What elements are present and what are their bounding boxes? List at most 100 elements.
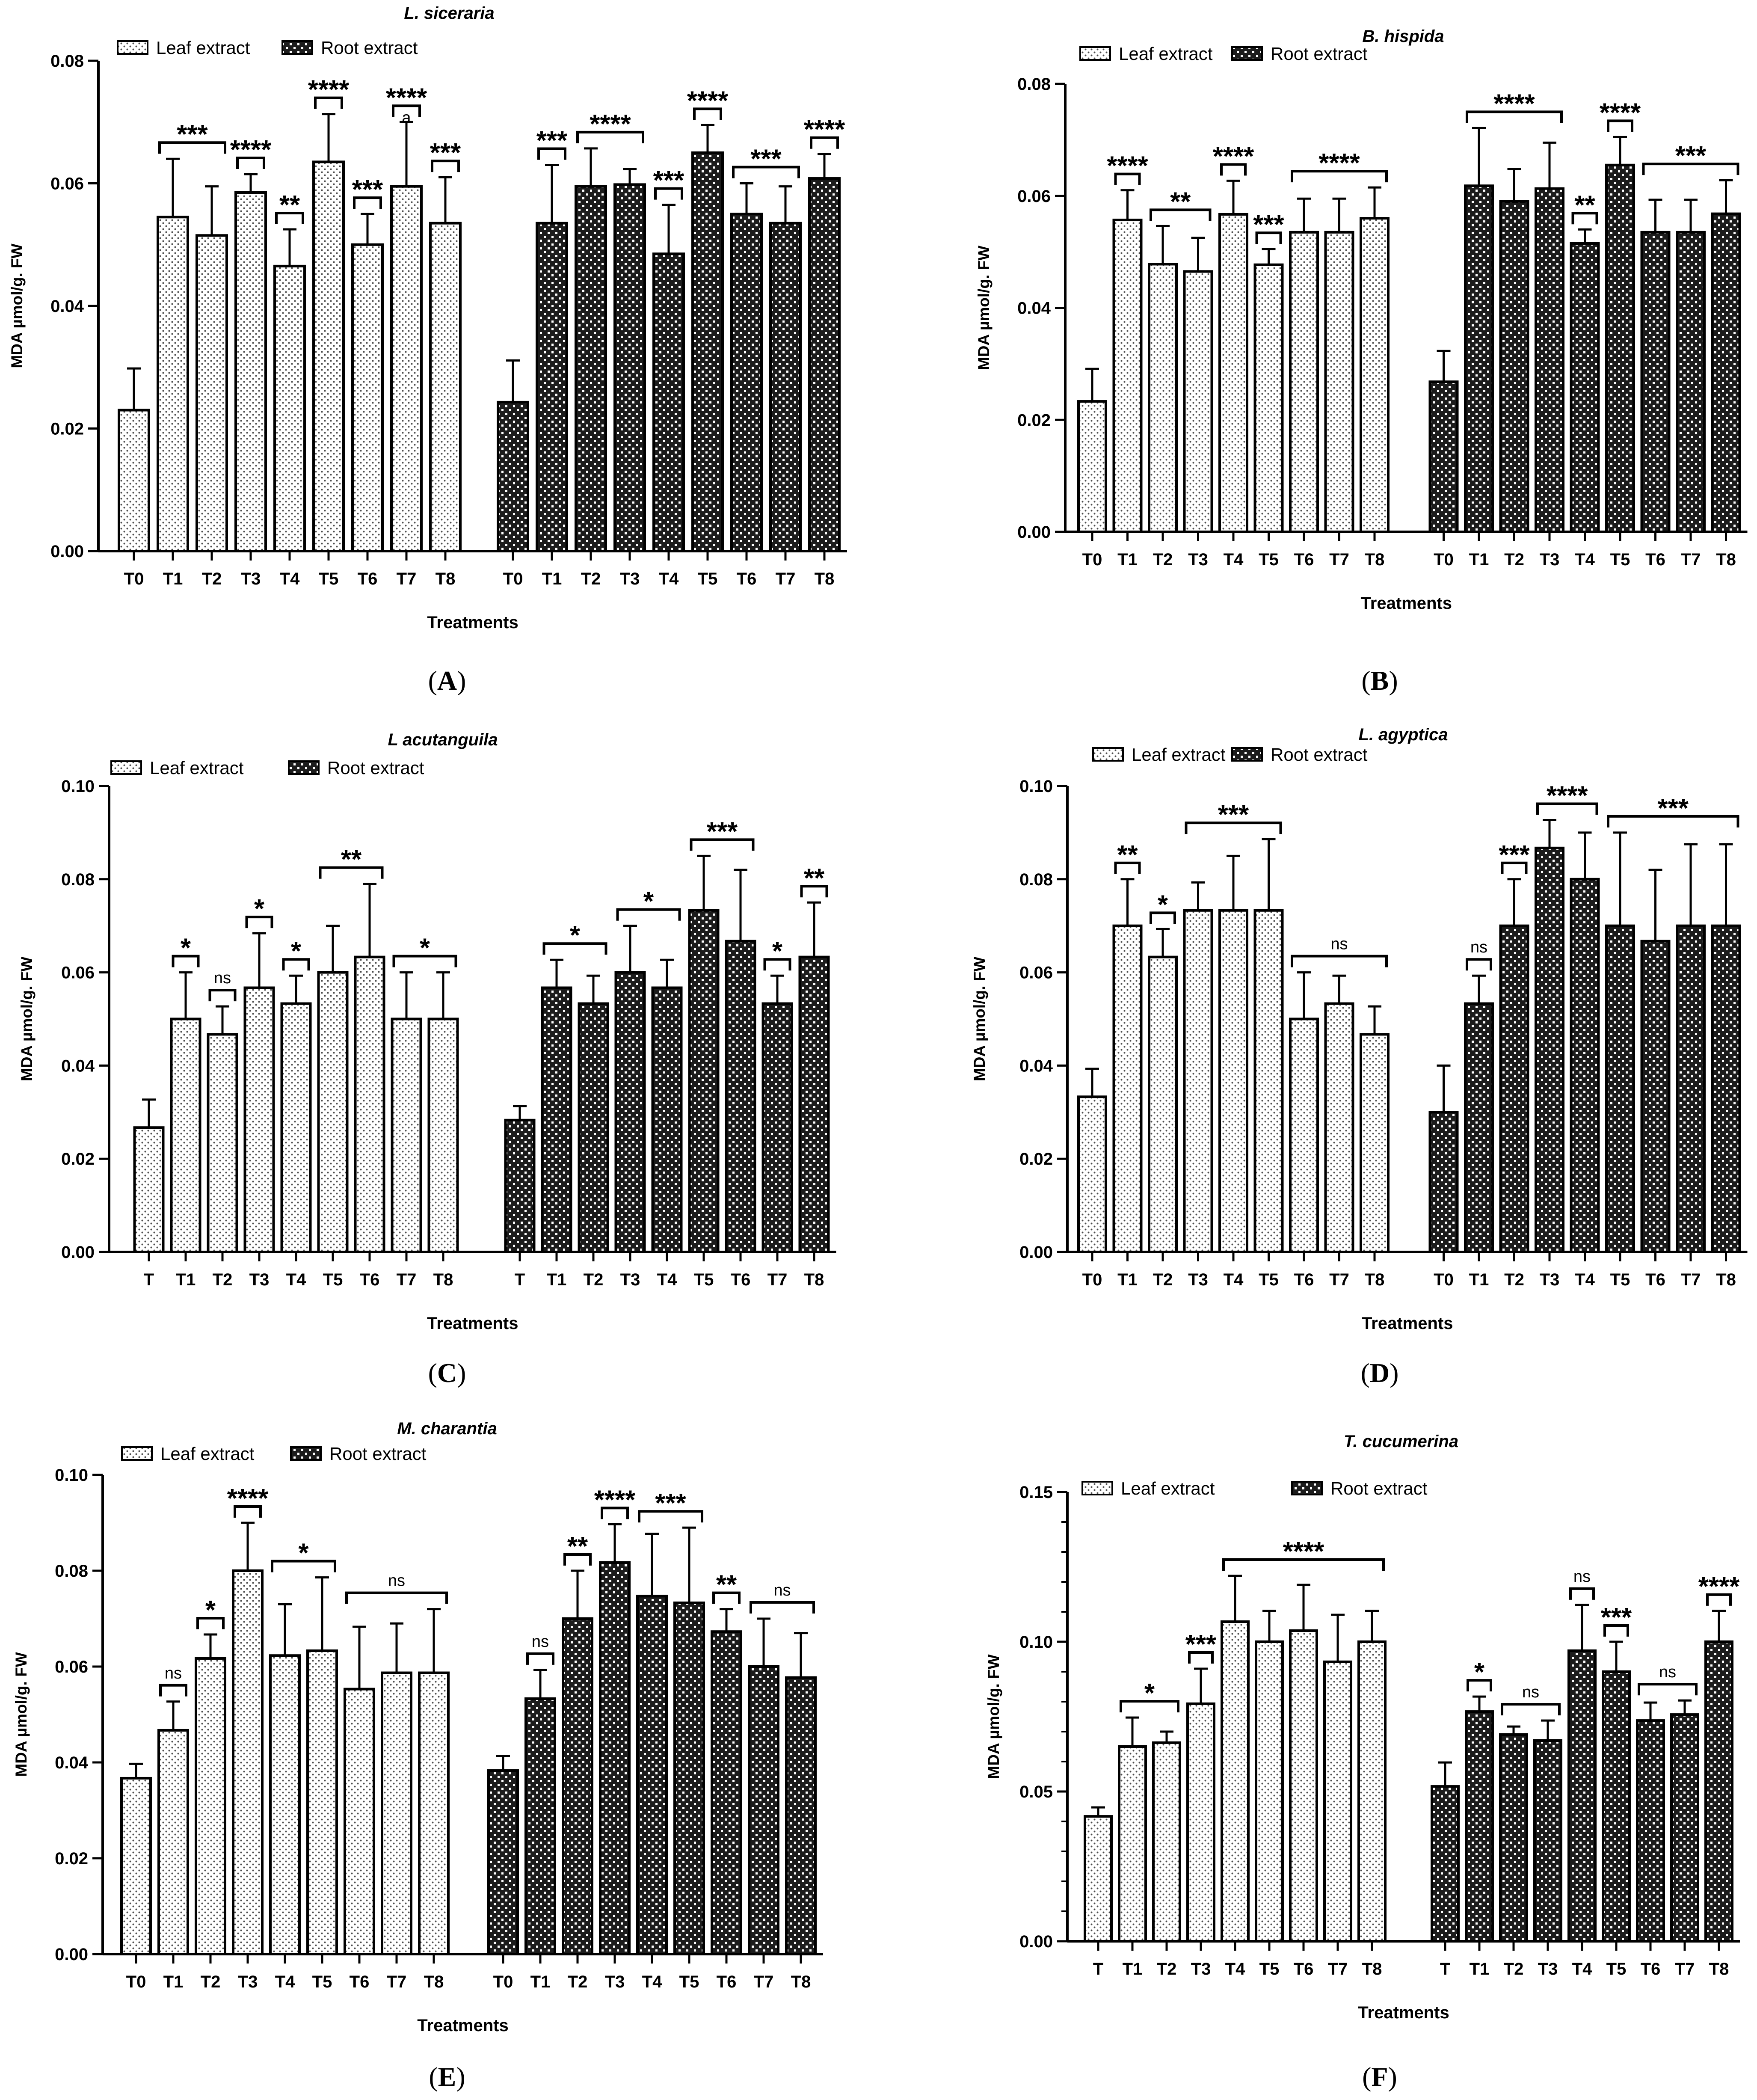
legend-swatch-leaf bbox=[1079, 46, 1111, 61]
significance-bracket bbox=[1607, 815, 1739, 828]
bar bbox=[1077, 1095, 1107, 1254]
significance-bracket bbox=[1607, 119, 1633, 132]
significance-label: *** bbox=[352, 175, 383, 205]
y-tick-label: 0.04 bbox=[1019, 1056, 1053, 1075]
bar bbox=[1570, 878, 1600, 1254]
significance-label: **** bbox=[1213, 142, 1254, 171]
x-tick-label: T bbox=[1440, 1960, 1450, 1978]
x-tick-label: T6 bbox=[1645, 1270, 1665, 1289]
x-tick-label: T6 bbox=[731, 1270, 751, 1289]
significance-bracket bbox=[654, 187, 683, 200]
series-root-extract: T0 T1 T2 T3 T4 T5 T6 T7 T8************* bbox=[1428, 89, 1741, 569]
significance-label: ** bbox=[341, 845, 362, 875]
x-tick-label: T7 bbox=[387, 1972, 407, 1991]
significance-bracket bbox=[1114, 861, 1141, 874]
significance-label: * bbox=[772, 937, 783, 966]
bar bbox=[1183, 909, 1213, 1253]
legend-label-leaf: Leaf extract bbox=[150, 758, 244, 778]
bar bbox=[1533, 1739, 1562, 1943]
significance-bracket bbox=[763, 958, 791, 971]
x-tick-label: T4 bbox=[1224, 550, 1244, 569]
significance-label: * bbox=[1144, 1679, 1155, 1708]
significance-bracket bbox=[1291, 955, 1388, 967]
bar bbox=[761, 1002, 793, 1253]
panel-label: (C) bbox=[428, 1358, 466, 1388]
y-tick-label: 0.00 bbox=[55, 1945, 88, 1964]
legend-label-root: Root extract bbox=[327, 758, 424, 778]
bar bbox=[688, 909, 720, 1253]
y-tick-label: 0.04 bbox=[50, 297, 84, 316]
bar bbox=[1464, 1002, 1494, 1253]
panel-label: (F) bbox=[1362, 2061, 1397, 2092]
bar bbox=[317, 971, 349, 1254]
x-tick-label: T3 bbox=[1191, 1960, 1211, 1978]
legend-swatch-root bbox=[1231, 46, 1263, 61]
legend: Leaf extract Root extract bbox=[117, 38, 418, 58]
x-axis-label: Treatments bbox=[1361, 594, 1452, 613]
chart-title: B. hispida bbox=[1362, 27, 1444, 46]
legend-label-leaf: Leaf extract bbox=[1121, 1478, 1215, 1498]
bar bbox=[652, 252, 685, 552]
bar bbox=[232, 1569, 264, 1955]
bar bbox=[1112, 924, 1143, 1253]
bar bbox=[1570, 242, 1600, 533]
y-axis-label: MDA µmol/g. FW bbox=[975, 246, 993, 370]
significance-bracket bbox=[1706, 1593, 1732, 1606]
bar bbox=[1465, 1710, 1494, 1943]
bar bbox=[1324, 1002, 1354, 1253]
bar bbox=[207, 1033, 238, 1253]
significance-label: **** bbox=[687, 86, 729, 116]
y-tick-label: 0.10 bbox=[61, 777, 95, 796]
bar bbox=[1289, 1629, 1318, 1943]
bar bbox=[1218, 909, 1248, 1253]
x-tick-label: T2 bbox=[201, 1972, 221, 1991]
y-axis-label: MDA µmol/g. FW bbox=[18, 957, 36, 1081]
x-tick-label: T7 bbox=[1329, 1270, 1349, 1289]
x-tick-label: T0 bbox=[124, 569, 144, 588]
significance-label: ** bbox=[1574, 190, 1595, 220]
x-tick-label: T1 bbox=[1117, 1270, 1138, 1289]
significance-label: ** bbox=[279, 190, 300, 220]
bar bbox=[614, 971, 646, 1254]
x-tick-label: T7 bbox=[1681, 1270, 1701, 1289]
bar bbox=[1605, 924, 1635, 1253]
legend-label-leaf: Leaf extract bbox=[160, 1444, 255, 1464]
x-tick-label: T4 bbox=[1575, 1270, 1595, 1289]
x-tick-label: T8 bbox=[1362, 1960, 1382, 1978]
bar bbox=[312, 160, 345, 552]
significance-label: **** bbox=[590, 110, 631, 139]
y-tick-label: 0.02 bbox=[50, 420, 84, 439]
bar bbox=[195, 1657, 226, 1955]
x-tick-label: T8 bbox=[424, 1972, 444, 1991]
bar bbox=[1253, 263, 1284, 533]
x-tick-label: T7 bbox=[1675, 1960, 1695, 1978]
y-tick-label: 0.06 bbox=[1019, 964, 1053, 982]
x-tick-label: T7 bbox=[776, 569, 796, 588]
legend-label-leaf: Leaf extract bbox=[1119, 44, 1213, 64]
significance-bracket bbox=[158, 141, 226, 154]
significance-label: * bbox=[1474, 1658, 1485, 1687]
x-tick-label: T5 bbox=[679, 1972, 699, 1991]
bar bbox=[1323, 1660, 1352, 1943]
x-tick-label: T4 bbox=[1225, 1960, 1245, 1978]
significance-bracket bbox=[353, 196, 382, 209]
bar bbox=[1676, 924, 1706, 1253]
y-tick-label: 0.06 bbox=[55, 1658, 88, 1676]
x-tick-label: T4 bbox=[657, 1270, 677, 1289]
bar bbox=[1084, 1815, 1113, 1943]
significance-bracket bbox=[234, 1505, 262, 1518]
legend-label-root: Root extract bbox=[1271, 744, 1368, 765]
significance-bracket bbox=[159, 1684, 187, 1697]
significance-bracket bbox=[810, 136, 839, 149]
significance-bracket bbox=[1467, 1679, 1492, 1692]
x-tick-label: T4 bbox=[286, 1270, 306, 1289]
bar bbox=[390, 185, 423, 553]
x-tick-label: T bbox=[515, 1270, 525, 1289]
significance-bracket bbox=[392, 104, 421, 117]
y-tick-label: 0.02 bbox=[1019, 1150, 1053, 1169]
significance-label: * bbox=[420, 934, 430, 963]
bar bbox=[381, 1671, 412, 1956]
x-tick-label: T0 bbox=[126, 1972, 146, 1991]
significance-label: ** bbox=[567, 1532, 588, 1561]
legend-swatch-root bbox=[1291, 1481, 1323, 1495]
